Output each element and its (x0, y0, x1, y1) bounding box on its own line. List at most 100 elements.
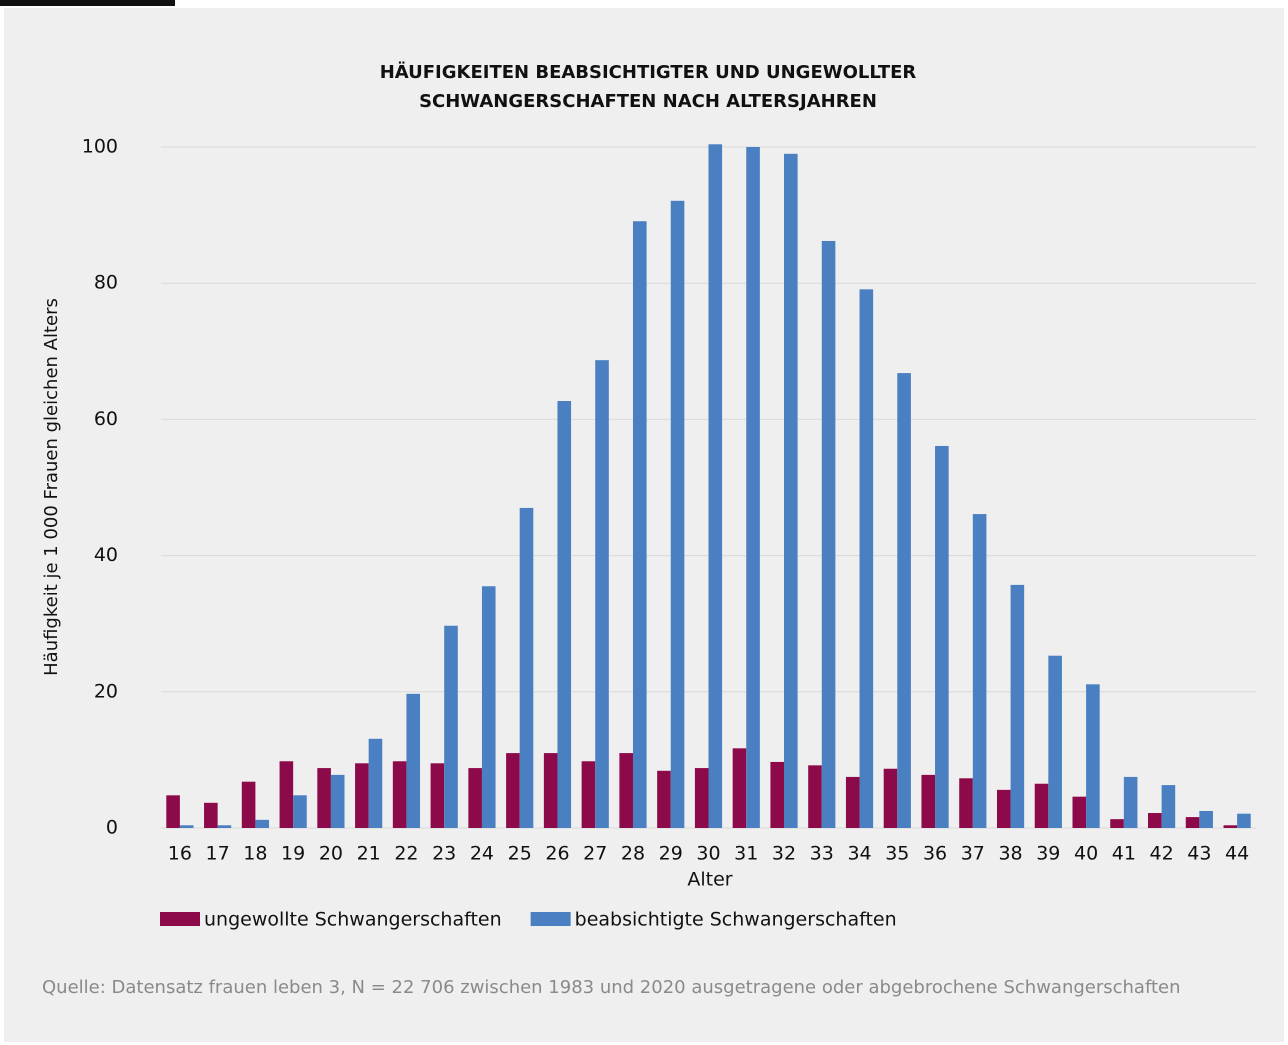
bar (845, 776, 860, 828)
bar (241, 781, 256, 828)
x-tick-label: 25 (508, 843, 532, 865)
bar (317, 768, 331, 828)
bar (444, 625, 458, 828)
bar (330, 774, 345, 828)
bar (959, 778, 973, 828)
bar (921, 774, 936, 828)
y-tick-label: 100 (82, 136, 118, 158)
bar (708, 144, 723, 828)
bar (657, 770, 671, 828)
bar (732, 748, 747, 828)
x-tick-label: 38 (998, 843, 1022, 865)
bar (808, 765, 822, 828)
y-tick-label: 60 (94, 408, 118, 430)
x-tick-label: 26 (545, 843, 569, 865)
bar (368, 738, 383, 828)
x-tick-label: 22 (394, 843, 418, 865)
bar (557, 401, 572, 828)
bar (519, 507, 534, 828)
x-tick-label: 43 (1187, 843, 1211, 865)
bar (1161, 785, 1176, 828)
legend-swatch (160, 912, 200, 926)
bar (595, 360, 609, 828)
bar (694, 768, 709, 828)
bar (1034, 783, 1049, 828)
bar (392, 761, 407, 828)
legend-swatch (530, 912, 571, 926)
x-tick-label: 32 (772, 843, 796, 865)
x-tick-label: 29 (659, 843, 683, 865)
x-tick-label: 16 (168, 843, 192, 865)
bar (506, 753, 520, 828)
bar (972, 514, 987, 828)
bar (670, 200, 685, 828)
x-tick-label: 41 (1112, 843, 1136, 865)
bar (996, 789, 1011, 828)
bar (1185, 817, 1200, 828)
bar (543, 753, 558, 828)
x-tick-label: 17 (206, 843, 230, 865)
x-tick-label: 18 (243, 843, 267, 865)
bar (1110, 819, 1124, 828)
bar (1086, 684, 1100, 828)
x-tick-label: 35 (885, 843, 909, 865)
y-tick-label: 80 (94, 272, 118, 294)
x-tick-label: 28 (621, 843, 645, 865)
bar (770, 761, 785, 828)
bar (1123, 776, 1138, 828)
bar (204, 802, 218, 828)
x-tick-label: 31 (734, 843, 758, 865)
bar (355, 763, 369, 828)
bar (279, 761, 294, 828)
bar (1148, 813, 1162, 828)
x-tick-label: 40 (1074, 843, 1098, 865)
bar (897, 373, 911, 828)
bar (746, 147, 760, 828)
x-tick-label: 37 (961, 843, 985, 865)
bar (1237, 813, 1251, 828)
x-tick-label: 27 (583, 843, 607, 865)
bar (255, 819, 269, 828)
y-tick-label: 20 (94, 680, 118, 702)
bar (859, 289, 874, 829)
bar (619, 753, 633, 828)
y-axis-label: Häufigkeit je 1 000 Frauen gleichen Alte… (41, 298, 62, 676)
x-tick-label: 34 (847, 843, 871, 865)
y-tick-label: 0 (106, 817, 118, 839)
bar (632, 221, 647, 828)
bar (406, 693, 421, 828)
bar (1072, 796, 1087, 828)
legend-label: beabsichtigte Schwangerschaften (575, 909, 897, 931)
bar (1223, 825, 1238, 828)
bar (1048, 655, 1062, 828)
source: Quelle: Datensatz frauen leben 3, N = 22… (42, 977, 1181, 998)
chart-title: SCHWANGERSCHAFTEN NACH ALTERSJAHREN (419, 91, 877, 112)
bar (293, 795, 307, 828)
bar (883, 768, 898, 828)
top-bar (0, 0, 175, 6)
x-tick-label: 24 (470, 843, 494, 865)
x-axis-label: Alter (687, 869, 732, 891)
bar (166, 795, 180, 828)
bar (784, 153, 798, 828)
bar (430, 763, 445, 828)
legend-label: ungewollte Schwangerschaften (204, 909, 502, 931)
bar (821, 240, 836, 828)
x-tick-label: 19 (281, 843, 305, 865)
bar (217, 825, 232, 828)
x-tick-label: 33 (810, 843, 834, 865)
x-tick-label: 39 (1036, 843, 1060, 865)
x-tick-label: 44 (1225, 843, 1249, 865)
bar (581, 761, 596, 828)
chart-title: HÄUFIGKEITEN BEABSICHTIGTER UND UNGEWOLL… (380, 61, 917, 83)
bar (468, 768, 482, 828)
x-tick-label: 36 (923, 843, 947, 865)
bar (1010, 584, 1025, 828)
y-tick-label: 40 (94, 544, 118, 566)
bar (481, 586, 496, 828)
bar (179, 825, 194, 828)
x-tick-label: 20 (319, 843, 343, 865)
x-tick-label: 30 (696, 843, 720, 865)
bar (1199, 810, 1213, 828)
